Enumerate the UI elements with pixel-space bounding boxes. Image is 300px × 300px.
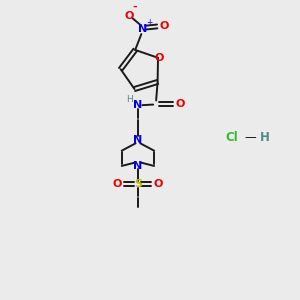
Text: O: O (160, 21, 169, 32)
Text: -: - (133, 2, 137, 12)
Text: O: O (113, 179, 122, 189)
Text: —: — (244, 130, 256, 144)
Text: O: O (154, 179, 163, 189)
Text: N: N (138, 24, 147, 34)
Text: N: N (133, 100, 142, 110)
Text: O: O (124, 11, 134, 21)
Text: H: H (260, 130, 269, 144)
Text: N: N (133, 161, 142, 171)
Text: O: O (155, 53, 164, 63)
Text: O: O (176, 99, 185, 109)
Text: N: N (133, 135, 142, 145)
Text: +: + (146, 18, 152, 27)
Text: Cl: Cl (226, 130, 239, 144)
Text: S: S (134, 179, 142, 189)
Text: H: H (126, 95, 133, 104)
